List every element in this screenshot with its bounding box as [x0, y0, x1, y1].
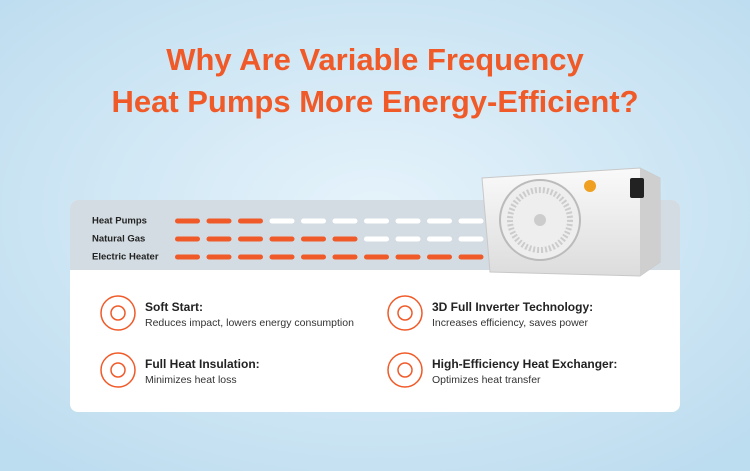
- feature-description: Reduces impact, lowers energy consumptio…: [145, 317, 354, 329]
- feature-icon-glyph: [397, 305, 413, 321]
- filled-segment: [301, 236, 326, 242]
- empty-segment: [395, 218, 421, 224]
- filled-segment: [395, 254, 421, 260]
- heat-pump-unit: [481, 167, 661, 277]
- filled-segment: [206, 236, 232, 242]
- empty-segment: [301, 218, 326, 224]
- filled-segment: [427, 254, 452, 260]
- filled-segment: [175, 254, 200, 260]
- feature-icon: [387, 295, 423, 331]
- feature-title: Full Heat Insulation:: [145, 357, 260, 371]
- feature-icon: [100, 352, 136, 388]
- feature-description: Increases efficiency, saves power: [432, 317, 589, 329]
- feature-icon-glyph: [110, 362, 126, 378]
- feature-title: High-Efficiency Heat Exchanger:: [432, 357, 617, 371]
- empty-segment: [427, 218, 452, 224]
- empty-segment: [395, 236, 421, 242]
- empty-segment: [458, 236, 484, 242]
- filled-segment: [332, 236, 358, 242]
- filled-segment: [269, 254, 295, 260]
- filled-segment: [175, 236, 200, 242]
- filled-segment: [206, 218, 232, 224]
- empty-segment: [364, 236, 389, 242]
- feature-title: 3D Full Inverter Technology:: [432, 300, 593, 314]
- feature-title: Soft Start:: [145, 300, 203, 314]
- filled-segment: [238, 254, 263, 260]
- feature-description: Optimizes heat transfer: [432, 374, 541, 386]
- empty-segment: [332, 218, 358, 224]
- feature-icon-glyph: [397, 362, 413, 378]
- filled-segment: [238, 236, 263, 242]
- row-label: Electric Heater: [92, 252, 159, 263]
- title: Heat Pumps More Energy-Efficient?: [111, 84, 638, 119]
- empty-segment: [458, 218, 484, 224]
- row-label: Natural Gas: [92, 234, 145, 245]
- feature-icon: [100, 295, 136, 331]
- filled-segment: [238, 218, 263, 224]
- empty-segment: [364, 218, 389, 224]
- filled-segment: [269, 236, 295, 242]
- row-label: Heat Pumps: [92, 216, 147, 227]
- feature-description: Minimizes heat loss: [145, 374, 237, 386]
- filled-segment: [175, 218, 200, 224]
- filled-segment: [458, 254, 484, 260]
- title: Why Are Variable Frequency: [166, 42, 584, 77]
- filled-segment: [332, 254, 358, 260]
- empty-segment: [427, 236, 452, 242]
- feature-icon-glyph: [110, 305, 126, 321]
- filled-segment: [206, 254, 232, 260]
- empty-segment: [269, 218, 295, 224]
- filled-segment: [364, 254, 389, 260]
- feature-icon: [387, 352, 423, 388]
- filled-segment: [301, 254, 326, 260]
